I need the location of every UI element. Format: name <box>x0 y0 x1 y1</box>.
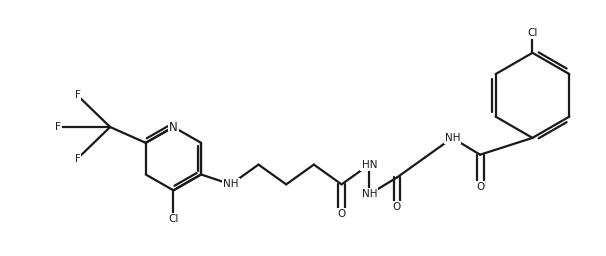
Text: Cl: Cl <box>527 28 538 38</box>
Text: F: F <box>55 122 61 132</box>
Text: Cl: Cl <box>168 214 179 224</box>
Text: O: O <box>338 209 345 219</box>
Text: O: O <box>476 182 484 192</box>
Text: NH: NH <box>445 133 460 143</box>
Text: NH: NH <box>362 189 377 199</box>
Text: F: F <box>75 154 81 164</box>
Text: HN: HN <box>362 159 377 169</box>
Text: N: N <box>169 121 178 134</box>
Text: NH: NH <box>223 179 239 189</box>
Text: O: O <box>393 202 401 212</box>
Text: F: F <box>75 90 81 100</box>
